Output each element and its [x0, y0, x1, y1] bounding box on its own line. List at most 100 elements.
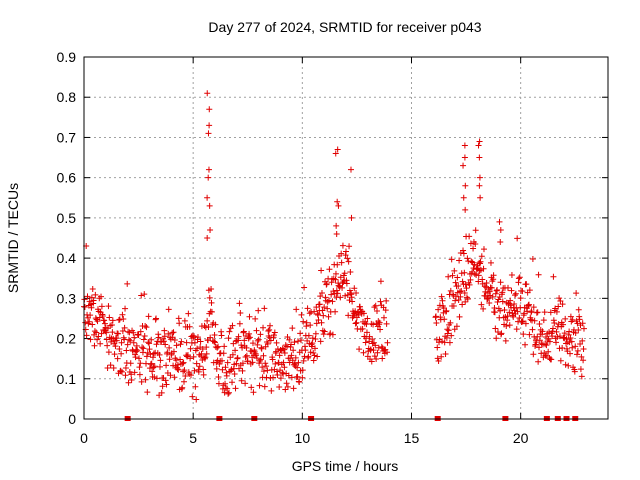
y-tick-label: 0.9 — [57, 49, 77, 65]
data-point — [296, 378, 303, 385]
data-point — [128, 371, 135, 378]
data-point — [503, 322, 510, 329]
data-point — [497, 307, 504, 314]
data-point — [146, 340, 153, 347]
data-point — [147, 351, 154, 358]
data-point — [309, 335, 316, 342]
data-point — [211, 338, 218, 345]
data-point — [162, 341, 169, 348]
data-point — [580, 345, 587, 352]
data-point — [98, 303, 105, 310]
data-point — [370, 339, 377, 346]
data-point — [243, 352, 250, 359]
data-point — [134, 347, 141, 354]
data-point — [334, 146, 341, 153]
data-point — [162, 377, 169, 384]
data-point — [99, 313, 106, 320]
data-point — [534, 333, 541, 340]
data-point — [161, 327, 168, 334]
data-point — [300, 357, 307, 364]
data-point — [497, 239, 504, 246]
data-point — [300, 318, 307, 325]
data-point — [546, 338, 553, 345]
data-point — [434, 344, 441, 351]
data-point — [156, 363, 163, 370]
data-point — [363, 335, 370, 342]
data-point — [255, 307, 262, 314]
x-tick-label: 5 — [189, 430, 197, 446]
data-point — [562, 315, 569, 322]
data-point — [290, 347, 297, 354]
data-point — [504, 313, 511, 320]
data-point — [352, 320, 359, 327]
data-point — [208, 286, 215, 293]
data-point — [363, 329, 370, 336]
data-point — [97, 340, 104, 347]
data-point — [262, 360, 269, 367]
data-point — [150, 364, 157, 371]
data-point — [452, 279, 459, 286]
data-point — [470, 245, 477, 252]
data-point — [314, 353, 321, 360]
data-point — [508, 272, 515, 279]
data-point — [476, 174, 483, 181]
data-point — [257, 331, 264, 338]
data-point — [213, 365, 220, 372]
data-point — [344, 291, 351, 298]
data-point — [88, 304, 95, 311]
data-point — [352, 308, 359, 315]
data-point — [309, 340, 316, 347]
data-point — [224, 385, 231, 392]
data-point — [124, 341, 131, 348]
data-point — [142, 322, 149, 329]
data-point — [556, 333, 563, 340]
data-point — [218, 357, 225, 364]
data-point — [516, 274, 523, 281]
data-point — [139, 344, 146, 351]
data-point — [274, 346, 281, 353]
data-point — [348, 214, 355, 221]
data-point — [238, 377, 245, 384]
data-point — [492, 290, 499, 297]
data-point — [518, 319, 525, 326]
data-point — [125, 336, 132, 343]
data-point — [326, 266, 333, 273]
data-point — [120, 316, 127, 323]
data-point — [463, 285, 470, 292]
data-point — [175, 366, 182, 373]
data-point — [241, 337, 248, 344]
data-point — [475, 278, 482, 285]
data-point — [107, 362, 114, 369]
data-point — [371, 304, 378, 311]
data-point — [450, 303, 457, 310]
data-point — [448, 256, 455, 263]
data-point — [574, 347, 581, 354]
data-point — [475, 272, 482, 279]
data-point — [536, 321, 543, 328]
data-point — [343, 280, 350, 287]
data-point — [191, 339, 198, 346]
data-point — [438, 293, 445, 300]
data-point — [349, 298, 356, 305]
data-point — [180, 378, 187, 385]
data-point — [90, 297, 97, 304]
data-point — [215, 374, 222, 381]
data-point — [248, 384, 255, 391]
data-point — [311, 352, 318, 359]
data-point — [201, 322, 208, 329]
data-point — [203, 350, 210, 357]
data-point — [281, 364, 288, 371]
data-point — [535, 358, 542, 365]
data-point — [181, 367, 188, 374]
data-point — [180, 359, 187, 366]
data-point — [131, 369, 138, 376]
data-point — [327, 330, 334, 337]
data-point — [460, 162, 467, 169]
data-point — [122, 305, 129, 312]
data-point — [137, 360, 144, 367]
data-point — [456, 257, 463, 264]
data-point — [464, 255, 471, 262]
data-point — [435, 306, 442, 313]
data-point — [313, 304, 320, 311]
data-point — [94, 336, 101, 343]
